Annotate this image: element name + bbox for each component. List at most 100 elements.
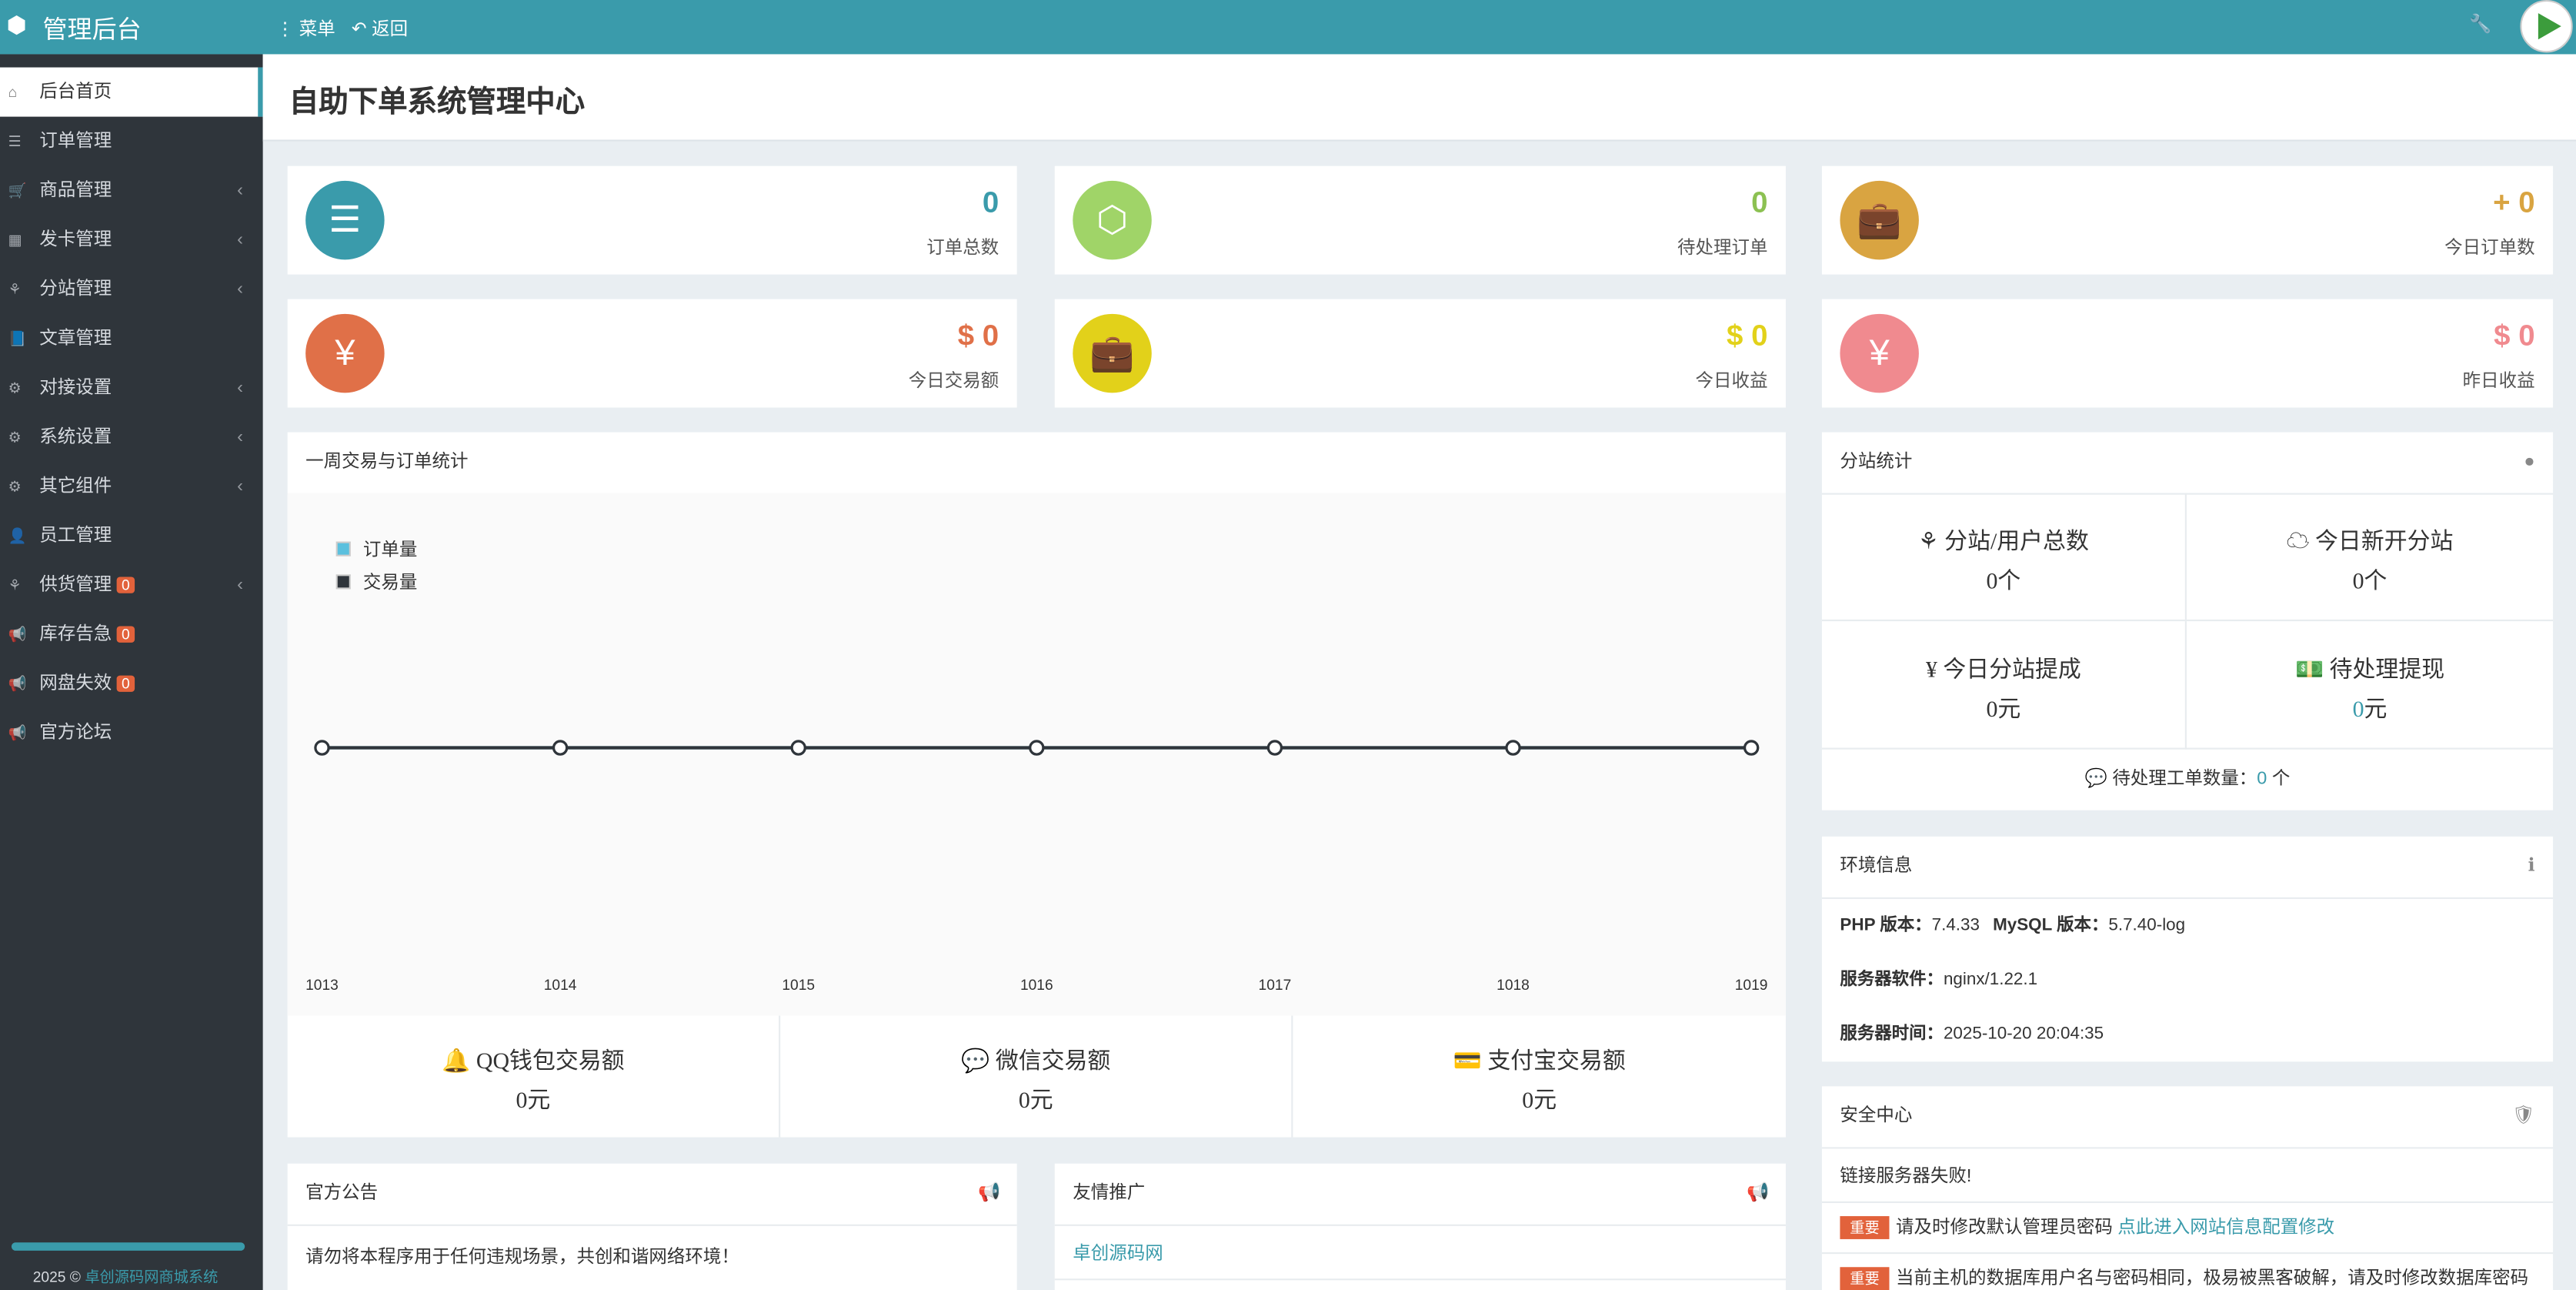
sidebar-item[interactable]: ⚙ 系统设置 ‹ (0, 413, 259, 462)
stat-card: ¥ $ 0 昨日收益 (1821, 299, 2554, 408)
panel-title-text: 官方公告 (305, 1183, 379, 1203)
panel-title-text: 友情推广 (1073, 1183, 1146, 1203)
x-tick-label: 1013 (305, 978, 339, 994)
payment-cell: 🔔 QQ钱包交易额 0元 (288, 1015, 781, 1138)
payment-value: 0元 (1522, 1089, 1557, 1115)
stat-icon: ¥ (1840, 313, 1919, 393)
sidebar-item[interactable]: ▦ 发卡管理 ‹ (0, 216, 259, 265)
stat-label: 订单总数 (926, 238, 999, 259)
sidebar-item[interactable]: ⚙ 对接设置 ‹ (0, 363, 259, 413)
cell-label: 待处理提现 (2329, 659, 2445, 684)
cell-title: 💵 待处理提现 (2294, 659, 2445, 684)
security-status: 链接服务器失败! (1821, 1149, 2554, 1203)
payment-value: 0元 (1018, 1089, 1053, 1115)
item-label[interactable]: 库存告急 (39, 624, 112, 644)
ticket-value[interactable]: 0 (2257, 769, 2267, 789)
friend-link[interactable]: 卓创源码网 (1073, 1244, 1163, 1264)
cell-value: 0元 (2187, 692, 2553, 725)
badge: 0 (116, 576, 135, 593)
env-key: 服务器软件： (1840, 969, 1944, 990)
item-label[interactable]: 文章管理 (39, 329, 112, 349)
cell-label: 分站/用户总数 (1944, 530, 2089, 556)
env-value: 2025-10-20 20:04:35 (1943, 1024, 2104, 1044)
point (1743, 740, 1760, 756)
env-key: MySQL 版本： (1993, 915, 2109, 935)
ticket-label: 待处理工单数量： (2112, 769, 2257, 789)
menu-button[interactable]: ⋮ 菜单 (275, 19, 335, 40)
cell-title: ☁ 今日新开分站 (2286, 530, 2454, 556)
item-icon: ⚘ (8, 281, 22, 298)
panel-title: 环境信息 ℹ (1821, 837, 2554, 899)
security-link[interactable]: 点此进入网站信息配置修改 (2117, 1218, 2335, 1238)
item-label[interactable]: 系统设置 (39, 427, 112, 447)
stat-label: 今日订单数 (2444, 238, 2535, 259)
badge: 0 (116, 675, 135, 692)
x-tick-label: 1017 (1259, 978, 1292, 994)
sidebar-item[interactable]: 📢 官方论坛 (0, 708, 259, 757)
payment-label: QQ钱包交易额 (475, 1050, 625, 1075)
item-label[interactable]: 订单管理 (39, 131, 112, 152)
item-label[interactable]: 发卡管理 (39, 229, 112, 250)
panel-title: 分站统计 ● (1821, 433, 2554, 495)
cell-number: 0 (2352, 570, 2364, 595)
sidebar-item[interactable]: ⚘ 分站管理 ‹ (0, 265, 259, 314)
stat-card: ⬡ 0 待处理订单 (1054, 165, 1786, 275)
panel-title-text: 环境信息 (1840, 856, 1913, 877)
sidebar-item[interactable]: 🛒 商品管理 ‹ (0, 166, 259, 216)
cell-unit: 元 (2364, 698, 2387, 724)
sidebar-item[interactable]: 📢 库存告急 0 (0, 610, 259, 659)
chart-panel: 一周交易与订单统计 1013 1014 1015 1016 1017 1018 1019 订单… (287, 432, 1786, 1138)
security-panel: 安全中心 🛡 链接服务器失败! 重要 请及时修改默认管理员密码 点此进入网站信息配置修… (1821, 1086, 2554, 1290)
logo-icon: ⬢ (6, 11, 27, 38)
item-label[interactable]: 商品管理 (39, 180, 112, 201)
x-tick-label: 1015 (782, 978, 815, 994)
sidebar-item[interactable]: 📘 文章管理 (0, 314, 259, 363)
env-row: PHP 版本：7.4.33 MySQL 版本：5.7.40-log (1822, 899, 2553, 953)
stat-card: ☰ 0 订单总数 (287, 165, 1017, 275)
stat-icon: ⬡ (1073, 180, 1152, 260)
security-text: 当前主机的数据库用户名与密码相同，极易被黑客破解，请及时修改数据库密码 (1896, 1268, 2529, 1288)
sidebar-item[interactable]: ⚙ 其它组件 ‹ (0, 462, 259, 511)
item-label[interactable]: 其它组件 (39, 476, 112, 496)
sidebar-item[interactable]: ⚘ 供货管理 0 ‹ (0, 560, 259, 610)
avatar[interactable] (2520, 0, 2573, 53)
item-label[interactable]: 后台首页 (39, 82, 112, 102)
avatar-icon (2538, 13, 2561, 40)
env-panel: 环境信息 ℹ PHP 版本：7.4.33 MySQL 版本：5.7.40-log 服务… (1821, 836, 2554, 1062)
sidebar-item[interactable]: 👤 员工管理 (0, 511, 259, 560)
chevron: ‹ (237, 476, 244, 496)
item-label[interactable]: 供货管理 (39, 575, 112, 595)
item-label[interactable]: 官方论坛 (39, 723, 112, 744)
point (314, 740, 330, 756)
panel-title: 安全中心 🛡 (1821, 1086, 2554, 1149)
item-label[interactable]: 分站管理 (39, 279, 112, 299)
menu-label[interactable]: 菜单 (299, 19, 335, 40)
substation-cell: 💵 待处理提现 0元 (2186, 621, 2554, 750)
x-tick-label: 1018 (1497, 978, 1530, 994)
item-icon: 👤 (8, 527, 27, 544)
footer-link[interactable]: 卓创源码网商城系统 (85, 1268, 219, 1285)
payment-title: 🔔 QQ钱包交易额 (442, 1050, 625, 1075)
sidebar-item[interactable]: ☰ 订单管理 (0, 117, 259, 166)
security-item: 重要 当前主机的数据库用户名与密码相同，极易被黑客破解，请及时修改数据库密码 (1822, 1254, 2553, 1290)
stat-icon: ¥ (305, 313, 385, 393)
back-button[interactable]: ↶ 返回 (351, 19, 409, 40)
env-row: 服务器时间：2025-10-20 20:04:35 (1822, 1008, 2553, 1061)
sidebar-item[interactable]: 📢 网盘失效 0 (0, 659, 259, 708)
legend-swatch (335, 541, 351, 556)
cell-number: 0 (1986, 698, 1998, 724)
top-bar: ⬢ 管理后台 ⋮ 菜单 ↶ 返回 🔧 (0, 0, 2576, 55)
item-label[interactable]: 网盘失效 (39, 673, 112, 694)
item-label[interactable]: 员工管理 (39, 526, 112, 546)
substation-cell: ¥ 今日分站提成 0元 (1821, 621, 2187, 750)
point (1505, 740, 1521, 756)
item-label[interactable]: 对接设置 (39, 378, 112, 398)
stat-icon: 💼 (1840, 180, 1919, 260)
env-key: PHP 版本： (1840, 915, 1932, 935)
stat-value: $ 0 (2494, 319, 2535, 352)
sidebar-item[interactable]: ⌂ 后台首页 (0, 67, 263, 117)
footer: 2025 © 卓创源码网商城系统 (33, 1265, 219, 1287)
item-icon: 📢 (8, 626, 27, 643)
settings-icon[interactable]: 🔧 (2469, 15, 2492, 35)
back-label[interactable]: 返回 (372, 19, 409, 40)
